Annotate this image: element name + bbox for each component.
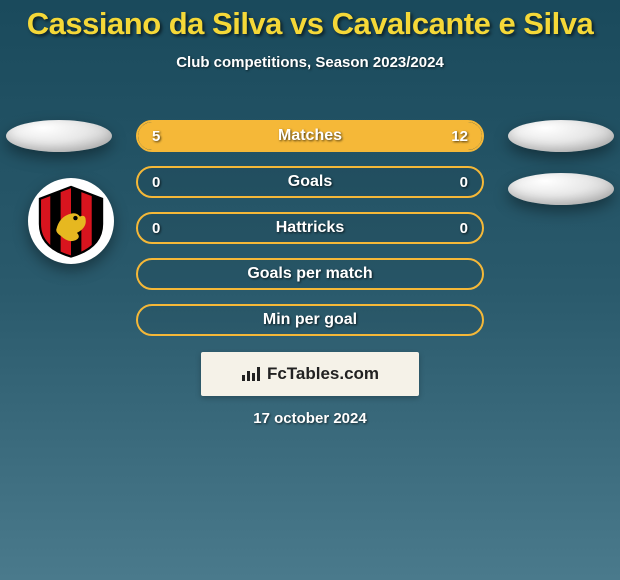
stat-row: Min per goal — [136, 304, 484, 336]
stat-row: Matches5 12 — [136, 120, 484, 152]
stat-label: Hattricks — [138, 214, 482, 242]
stat-row: Hattricks0 0 — [136, 212, 484, 244]
subtitle: Club competitions, Season 2023/2024 — [0, 54, 620, 71]
bar-chart-icon — [241, 366, 261, 382]
page-title: Cassiano da Silva vs Cavalcante e Silva — [0, 0, 620, 42]
club-crest-left — [28, 178, 114, 264]
date: 17 october 2024 — [0, 410, 620, 427]
stat-label: Goals per match — [138, 260, 482, 288]
badge-right — [508, 173, 614, 205]
stat-row: Goals0 0 — [136, 166, 484, 198]
avatar-left — [6, 120, 112, 152]
watermark-text: FcTables.com — [267, 364, 379, 384]
stat-row: Goals per match — [136, 258, 484, 290]
stat-value-right: 12 — [451, 122, 468, 150]
stat-value-left: 0 — [152, 168, 160, 196]
stat-label: Goals — [138, 168, 482, 196]
stat-value-left: 5 — [152, 122, 160, 150]
avatar-right — [508, 120, 614, 152]
shield-icon — [34, 184, 108, 258]
stats-container: Matches512Goals00Hattricks00Goals per ma… — [136, 120, 484, 350]
stat-value-right: 0 — [460, 214, 468, 242]
stat-label: Matches — [138, 122, 482, 150]
watermark: FcTables.com — [201, 352, 419, 396]
stat-value-left: 0 — [152, 214, 160, 242]
stat-value-right: 0 — [460, 168, 468, 196]
stat-label: Min per goal — [138, 306, 482, 334]
